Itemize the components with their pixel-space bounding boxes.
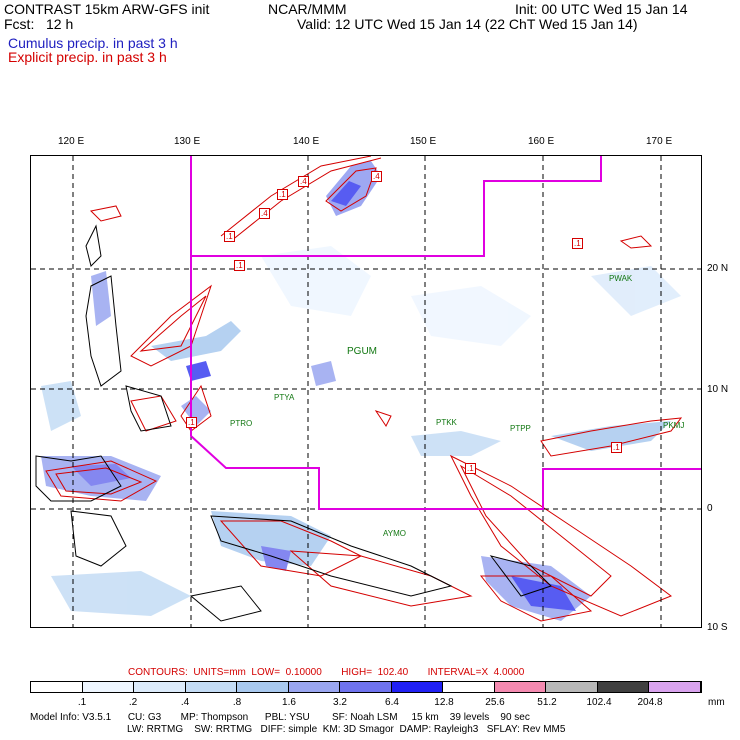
domain-boundary	[190, 156, 701, 510]
contour-value-box: .1	[234, 260, 245, 271]
colorbar-label: 1.6	[282, 697, 296, 708]
colorbar-label: .1	[77, 697, 87, 708]
station-ptkk: PTKK	[436, 418, 457, 427]
contour-value-box: .1	[611, 442, 622, 453]
station-aymo: AYMO	[383, 529, 406, 538]
contour-value-box: .1	[572, 238, 583, 249]
station-ptro: PTRO	[230, 419, 253, 428]
contour-value-box: .4	[259, 208, 270, 219]
init-time: Init: 00 UTC Wed 15 Jan 14	[515, 1, 688, 17]
colorbar-segment	[391, 682, 444, 692]
colorbar-label: .4	[180, 697, 190, 708]
colorbar-segment	[494, 682, 547, 692]
cumulus-legend: Cumulus precip. in past 3 h	[8, 35, 178, 51]
contour-value-box: .1	[465, 463, 476, 474]
colorbar-label: .8	[232, 697, 242, 708]
lat-label-0: 0	[707, 503, 713, 514]
model-info-line-1: Model Info: V3.5.1 CU: G3 MP: Thompson P…	[30, 712, 530, 723]
lat-label-20n: 20 N	[707, 263, 729, 274]
colorbar-label: 102.4	[586, 697, 612, 708]
colorbar-segment	[185, 682, 238, 692]
contours-info: CONTOURS: UNITS=mm LOW= 0.10000 HIGH= 10…	[128, 667, 525, 678]
colorbar-segment	[31, 682, 83, 692]
lon-label-130: 130 E	[174, 136, 201, 147]
contour-value-box: .4	[298, 176, 309, 187]
colorbar-label: 51.2	[537, 697, 557, 708]
contour-value-box: .1	[186, 417, 197, 428]
lon-label-170: 170 E	[646, 136, 673, 147]
map-canvas	[31, 156, 701, 627]
colorbar-segment	[597, 682, 650, 692]
lon-label-150: 150 E	[410, 136, 437, 147]
station-pkmj: PKMJ	[663, 421, 685, 430]
lat-label-10s: 10 S	[707, 622, 728, 633]
station-ptpp: PTPP	[510, 424, 531, 433]
contour-value-box: .1	[224, 231, 235, 242]
valid-time: Valid: 12 UTC Wed 15 Jan 14 (22 ChT Wed …	[297, 16, 638, 32]
colorbar-label: .2	[128, 697, 138, 708]
colorbar-label: 204.8	[637, 697, 663, 708]
contour-value-box: .1	[277, 189, 288, 200]
colorbar-segment	[443, 682, 495, 692]
explicit-precip-contours	[45, 156, 683, 622]
colorbar-label: 12.8	[434, 697, 454, 708]
explicit-legend: Explicit precip. in past 3 h	[8, 49, 167, 65]
lon-label-160: 160 E	[528, 136, 555, 147]
colorbar-label: 3.2	[333, 697, 347, 708]
chart-title: CONTRAST 15km ARW-GFS init	[4, 1, 210, 17]
forecast-hour: Fcst: 12 h	[4, 16, 74, 32]
station-pgum: PGUM	[347, 346, 377, 357]
station-ptya: PTYA	[274, 393, 295, 402]
colorbar-label: 6.4	[385, 697, 399, 708]
colorbar	[30, 681, 702, 693]
colorbar-segment	[546, 682, 598, 692]
colorbar-segment	[134, 682, 186, 692]
model-info-line-2: LW: RRTMG SW: RRTMG DIFF: simple KM: 3D …	[127, 724, 566, 735]
colorbar-unit: mm	[708, 697, 725, 708]
station-pwak: PWAK	[609, 274, 633, 283]
colorbar-segment	[649, 682, 701, 692]
colorbar-label: 25.6	[485, 697, 505, 708]
cumulus-precip-shading	[41, 161, 681, 621]
institution-label: NCAR/MMM	[268, 1, 347, 17]
colorbar-segment	[82, 682, 135, 692]
colorbar-segment	[288, 682, 341, 692]
lon-label-140: 140 E	[293, 136, 320, 147]
lon-label-120: 120 E	[58, 136, 85, 147]
colorbar-segment	[340, 682, 392, 692]
precip-map: PWAK PGUM PTYA PTRO PTKK PTPP PKMJ AYMO …	[30, 155, 702, 628]
coastlines	[35, 224, 552, 622]
lat-label-10n: 10 N	[707, 384, 729, 395]
colorbar-segment	[237, 682, 289, 692]
contour-value-box: .4	[371, 171, 382, 182]
